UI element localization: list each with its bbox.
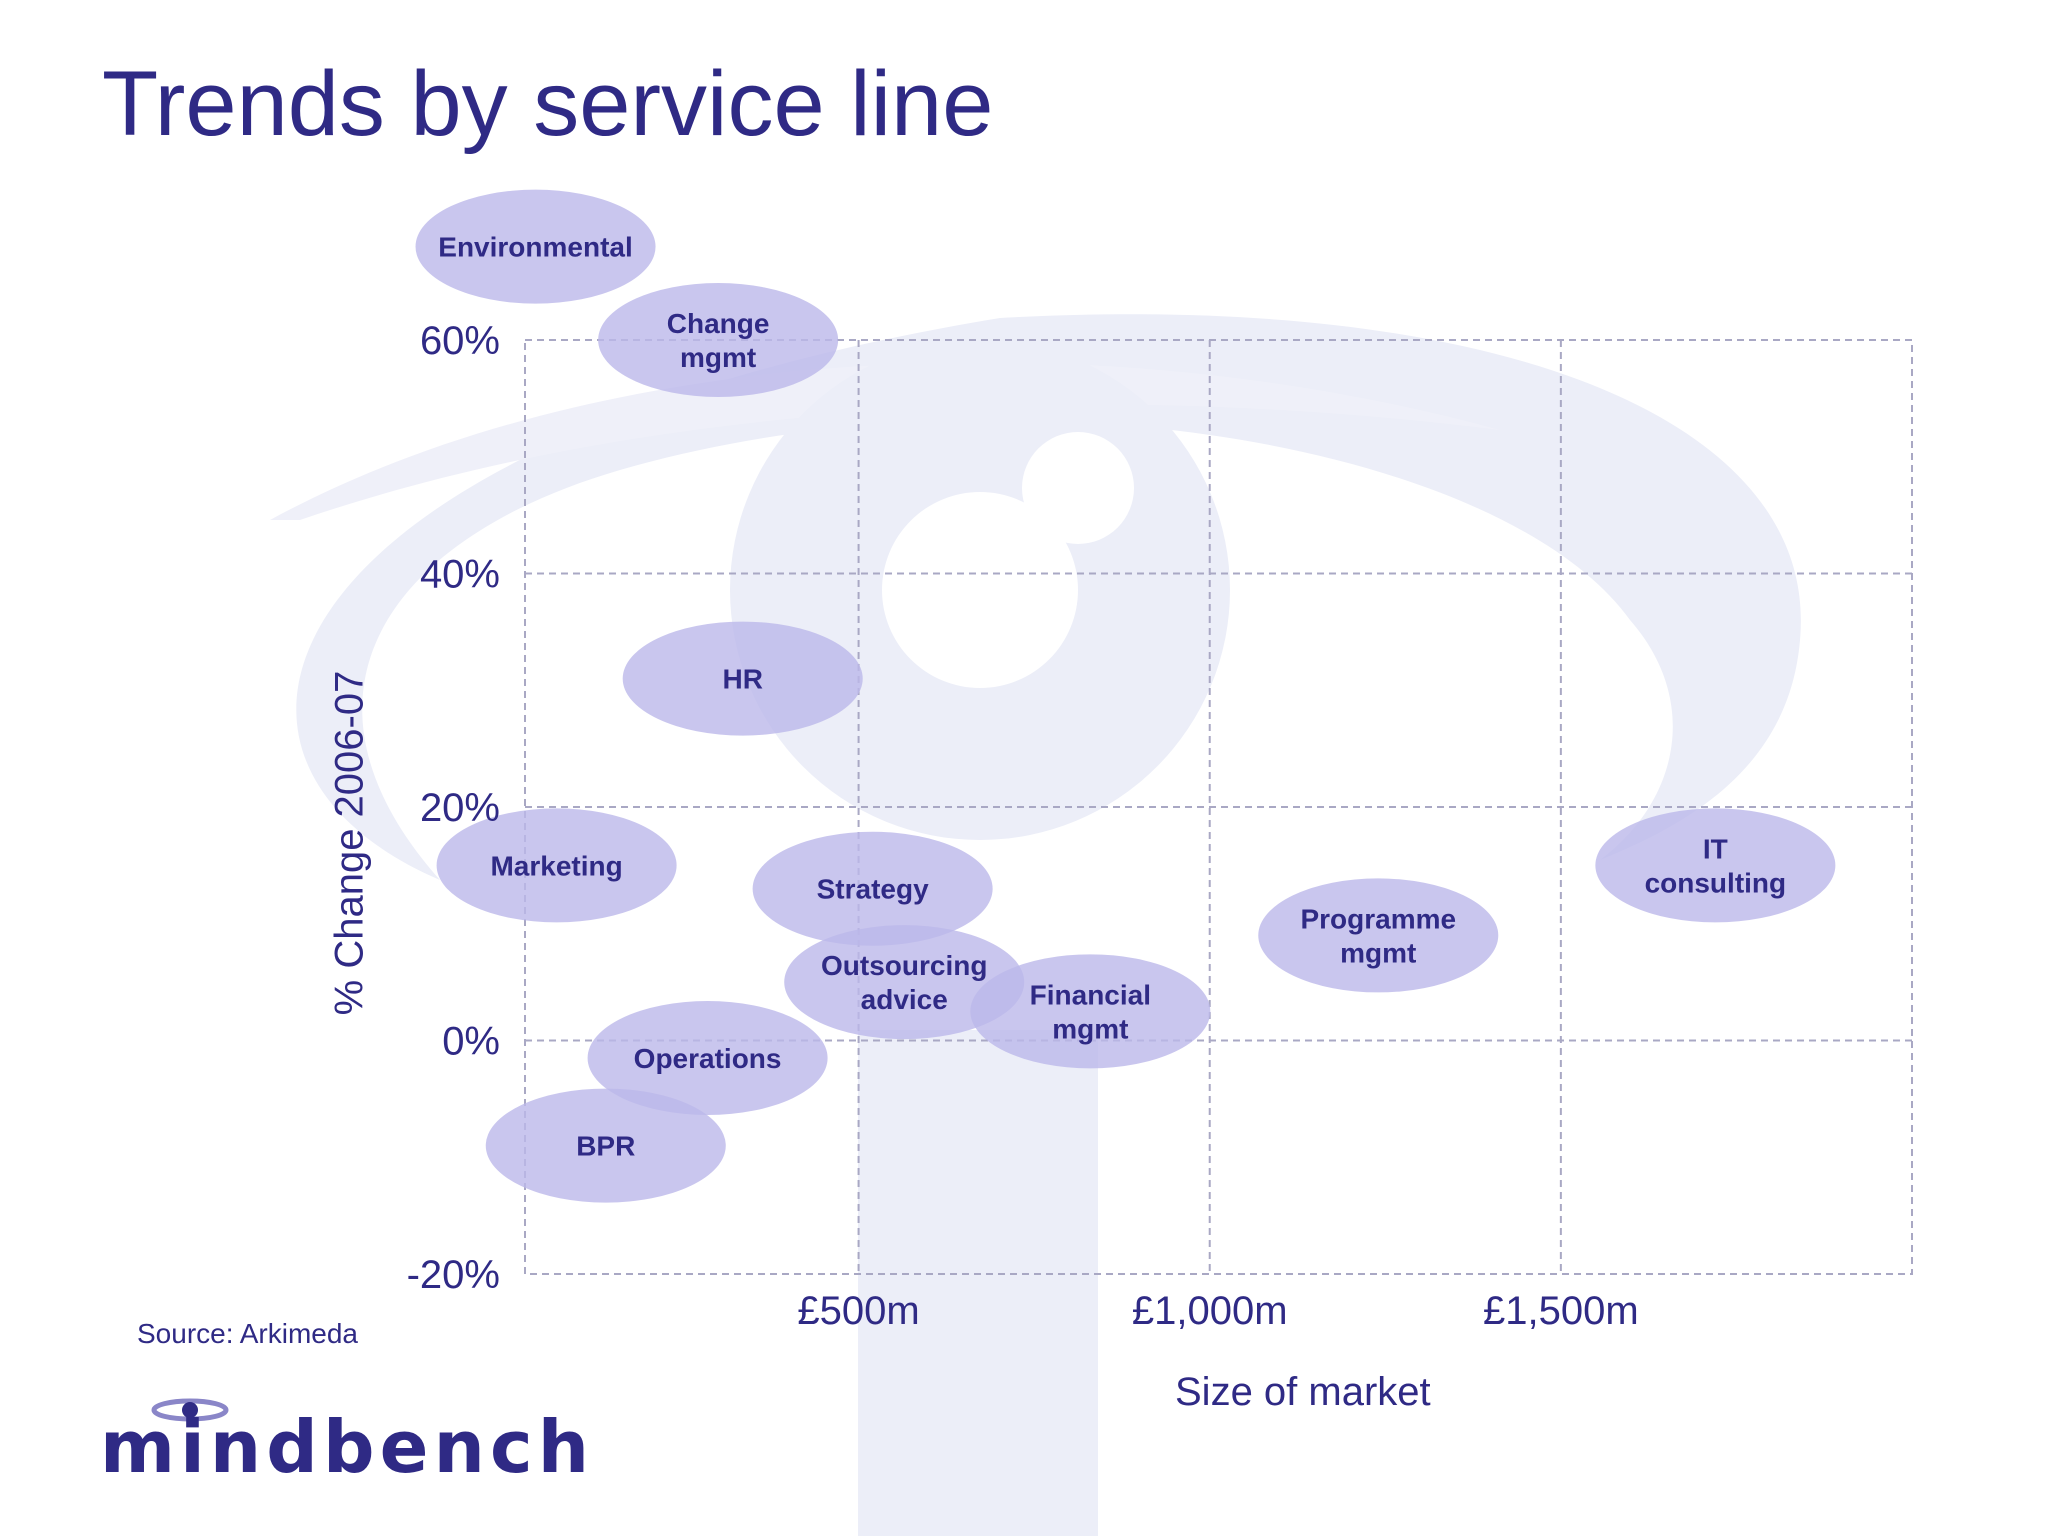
watermark-pupil (882, 492, 1078, 688)
bubble-environmental: Environmental (415, 189, 656, 304)
y-tick-label: -20% (407, 1253, 500, 1297)
logo-eye-ring (151, 1398, 229, 1422)
x-tick-label: £500m (797, 1289, 919, 1333)
bubble-shape (415, 189, 656, 304)
bubble-marketing: Marketing (436, 808, 677, 923)
bubble-shape (1595, 808, 1836, 923)
bubble-shape (587, 1001, 828, 1116)
x-tick-label: £1,500m (1483, 1289, 1639, 1333)
x-tick-label: £1,000m (1132, 1289, 1288, 1333)
watermark-arc (270, 362, 1500, 520)
y-tick-label: 60% (420, 319, 500, 363)
bubble-shape (485, 1088, 726, 1203)
chart-grid (524, 339, 1913, 1275)
bubble-label: mgmt (1340, 937, 1416, 968)
chart-bubbles: EnvironmentalChangemgmtHRMarketingStrate… (415, 189, 1836, 1203)
bubble-label: Change (667, 308, 770, 339)
bubble-label: advice (861, 984, 948, 1015)
bubble-label: BPR (576, 1131, 635, 1162)
bubble-label: Strategy (817, 874, 929, 905)
bubble-operations: Operations (587, 1001, 828, 1116)
mindbench-logo: mindbench (100, 1398, 592, 1489)
y-tick-label: 40% (420, 553, 500, 597)
chart-ticks: 60% 40% 20% 0% -20% £500m £1,000m £1,500m (407, 319, 1639, 1333)
bubble-label: Marketing (490, 850, 622, 881)
bubble-shape (784, 925, 1025, 1040)
bubble-label: Financial (1030, 979, 1151, 1010)
bubble-label: Outsourcing (821, 950, 987, 981)
bubble-bpr: BPR (485, 1088, 726, 1203)
bubble-label: consulting (1645, 867, 1787, 898)
bubble-shape (436, 808, 677, 923)
bubble-label: HR (722, 664, 762, 695)
bubble-strategy: Strategy (752, 831, 993, 946)
watermark-swoosh (296, 314, 1801, 881)
bubble-hr: HR (622, 621, 863, 736)
y-tick-label: 0% (442, 1020, 500, 1064)
bubble-label: mgmt (680, 342, 756, 373)
bubble-shape (598, 283, 839, 397)
watermark-pupil-small (1022, 432, 1134, 544)
bubble-shape (970, 954, 1211, 1069)
bubble-label: Environmental (438, 232, 632, 263)
logo-wordmark: mindbench (100, 1405, 592, 1489)
x-axis-label: Size of market (1175, 1370, 1431, 1414)
bubble-label: Operations (634, 1043, 782, 1074)
bubble-label: Programme (1300, 903, 1456, 934)
source-note: Source: Arkimeda (137, 1318, 358, 1349)
bubble-shape (752, 831, 993, 946)
bubble-shape (622, 621, 863, 736)
bubble-label: mgmt (1052, 1013, 1128, 1044)
bubble-shape (1258, 878, 1499, 993)
y-tick-label: 20% (420, 786, 500, 830)
logo-eye-dot (182, 1402, 198, 1418)
bubble-label: IT (1703, 833, 1728, 864)
page-title: Trends by service line (102, 53, 994, 155)
y-axis-label: % Change 2006-07 (327, 670, 372, 1016)
watermark-stem (858, 1030, 1098, 1536)
